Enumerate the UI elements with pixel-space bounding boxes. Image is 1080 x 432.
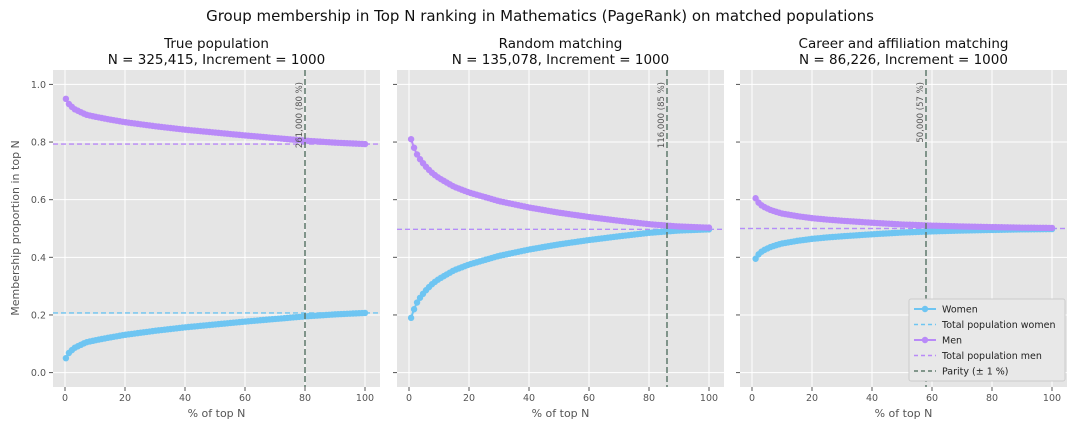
x-tick-label: 100 — [1043, 393, 1061, 404]
legend-label: Total population women — [941, 320, 1055, 331]
legend-item: Parity (± 1 %) — [914, 367, 1009, 378]
y-tick-label: 0.2 — [31, 310, 46, 321]
legend-box — [908, 298, 1066, 382]
x-tick-label: 0 — [62, 393, 68, 404]
panel-subtitle: N = 135,078, Increment = 1000 — [452, 52, 669, 68]
legend: Women Total population women Men Total popu… — [908, 298, 1066, 382]
x-tick-label: 20 — [463, 393, 475, 404]
data-point — [705, 224, 713, 231]
x-tick-label: 40 — [866, 393, 878, 404]
legend-swatch-marker — [921, 305, 929, 313]
x-tick-label: 20 — [119, 393, 131, 404]
legend-item: Women — [914, 305, 978, 316]
y-tick-label: 1.0 — [31, 80, 46, 91]
y-tick-label: 0.6 — [31, 195, 46, 206]
panel-subtitle: N = 325,415, Increment = 1000 — [108, 52, 325, 68]
legend-label: Parity (± 1 %) — [942, 367, 1009, 378]
panel-title: True population — [163, 36, 269, 52]
y-tick-label: 0.8 — [31, 138, 46, 149]
x-tick-label: 60 — [239, 393, 251, 404]
legend-label: Total population men — [941, 351, 1042, 362]
data-point — [361, 140, 369, 148]
x-axis-label: % of top N — [532, 407, 590, 420]
legend-swatch-marker — [921, 336, 929, 344]
x-tick-label: 100 — [356, 393, 374, 404]
parity-label: 116,000 (85 %) — [657, 82, 667, 148]
data-point — [62, 95, 70, 103]
y-axis-label: Membership proportion in top N — [9, 140, 22, 316]
legend-label: Men — [942, 336, 962, 347]
x-axis-label: % of top N — [875, 407, 933, 420]
data-point — [62, 354, 70, 362]
legend-item: Total population men — [914, 351, 1042, 362]
series-men — [62, 95, 369, 148]
x-tick-label: 40 — [523, 393, 535, 404]
x-tick-label: 100 — [700, 393, 718, 404]
series-women — [62, 309, 369, 362]
panel-title: Random matching — [499, 36, 623, 52]
data-point — [413, 151, 421, 158]
x-tick-label: 80 — [299, 393, 311, 404]
data-point — [407, 314, 415, 322]
panel-subtitle: N = 86,226, Increment = 1000 — [799, 52, 1008, 68]
data-point — [1048, 224, 1056, 232]
x-tick-label: 80 — [643, 393, 655, 404]
data-point — [410, 306, 418, 313]
parity-label: 50,000 (57 %) — [916, 82, 926, 143]
y-tick-label: 0.4 — [31, 253, 46, 264]
panel-1: 0 20 40 60 80 100 0.0 0.2 0.4 0.6 0.8 1.0 True popul… — [31, 36, 380, 420]
legend-item: Men — [914, 336, 962, 347]
x-tick-label: 40 — [179, 393, 191, 404]
series-women — [407, 226, 713, 322]
parity-label: 261,000 (80 %) — [295, 82, 305, 148]
legend-item: Total population women — [914, 320, 1055, 331]
series-men — [752, 195, 1056, 232]
data-point — [361, 309, 369, 317]
panel-title: Career and affiliation matching — [799, 36, 1009, 52]
y-tick-label: 0.0 — [31, 368, 46, 379]
figure-suptitle: Group membership in Top N ranking in Mat… — [206, 7, 874, 25]
panels-container: 0 20 40 60 80 100 0.0 0.2 0.4 0.6 0.8 1.0 True popul… — [31, 36, 1067, 420]
series-men — [407, 135, 713, 231]
x-tick-label: 60 — [926, 393, 938, 404]
data-point — [410, 144, 418, 151]
x-tick-label: 0 — [749, 393, 755, 404]
x-tick-label: 60 — [583, 393, 595, 404]
data-point — [413, 299, 421, 306]
x-tick-label: 20 — [806, 393, 818, 404]
x-tick-label: 0 — [406, 393, 412, 404]
plot-area — [53, 70, 380, 387]
data-point — [407, 135, 415, 143]
x-tick-label: 80 — [986, 393, 998, 404]
legend-label: Women — [942, 305, 978, 316]
x-axis-label: % of top N — [188, 407, 246, 420]
